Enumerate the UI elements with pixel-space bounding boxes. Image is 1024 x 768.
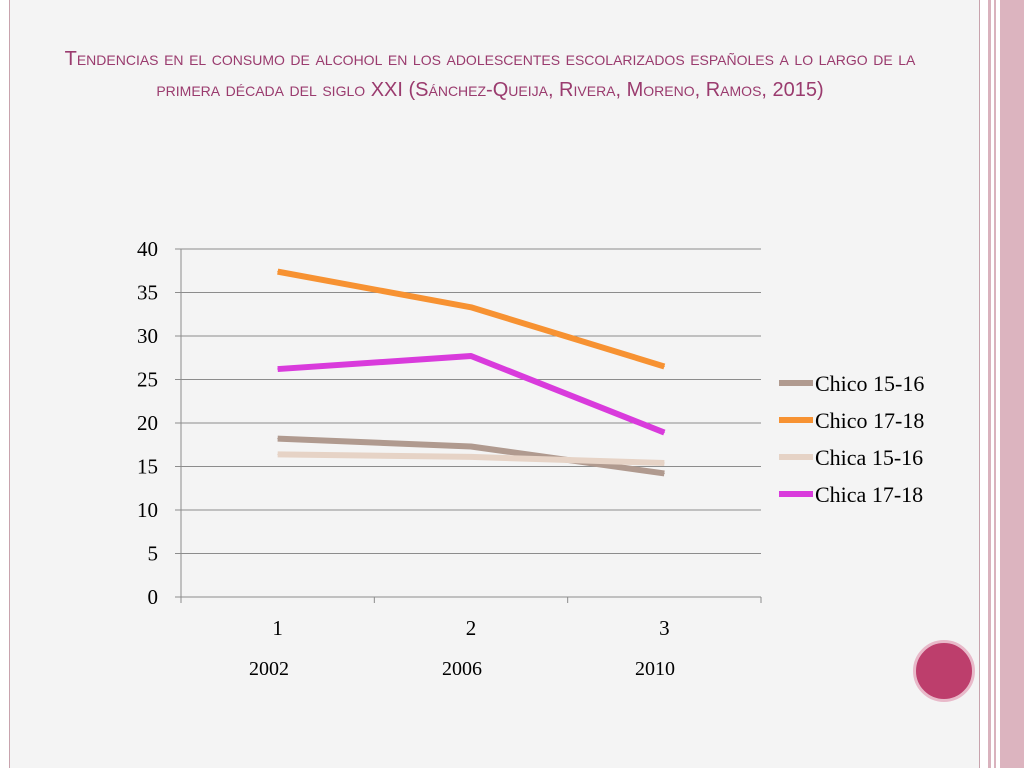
slide-background	[9, 0, 980, 768]
year-label-2010: 2010	[635, 658, 675, 680]
y-tick-label: 15	[137, 455, 158, 479]
data-point	[277, 368, 279, 370]
data-point	[663, 432, 665, 434]
data-point	[663, 462, 665, 464]
series-line-4	[277, 353, 666, 436]
legend-label-2: Chico 17-18	[815, 408, 924, 433]
y-tick-label: 0	[148, 585, 159, 609]
legend-label-3: Chica 15-16	[815, 445, 923, 470]
x-tick-label: 3	[659, 616, 670, 640]
year-label-2002: 2002	[249, 658, 289, 680]
data-point	[663, 365, 665, 367]
data-point	[277, 271, 279, 273]
data-point	[663, 472, 665, 474]
decorative-circle	[913, 640, 975, 702]
slide-title: Tendencias en el consumo de alcohol en l…	[64, 48, 916, 101]
data-point	[470, 445, 472, 447]
legend-label-4: Chica 17-18	[815, 482, 923, 507]
y-tick-label: 35	[137, 281, 158, 305]
data-point	[277, 453, 279, 455]
y-tick-label: 25	[137, 368, 158, 392]
y-tick-label: 5	[148, 542, 159, 566]
x-tick-label: 1	[272, 616, 283, 640]
decorative-stripes	[984, 0, 1024, 768]
data-point	[470, 355, 472, 357]
series-line-2	[277, 268, 666, 370]
data-point	[277, 438, 279, 440]
x-tick-label: 2	[466, 616, 477, 640]
series-line-3	[277, 451, 665, 467]
data-point	[470, 306, 472, 308]
year-label-2006: 2006	[442, 658, 482, 680]
data-point	[470, 456, 472, 458]
y-tick-label: 10	[137, 498, 158, 522]
y-tick-label: 40	[137, 237, 158, 261]
y-tick-label: 20	[137, 411, 158, 435]
legend-label-1: Chico 15-16	[815, 371, 924, 396]
y-tick-label: 30	[137, 324, 158, 348]
